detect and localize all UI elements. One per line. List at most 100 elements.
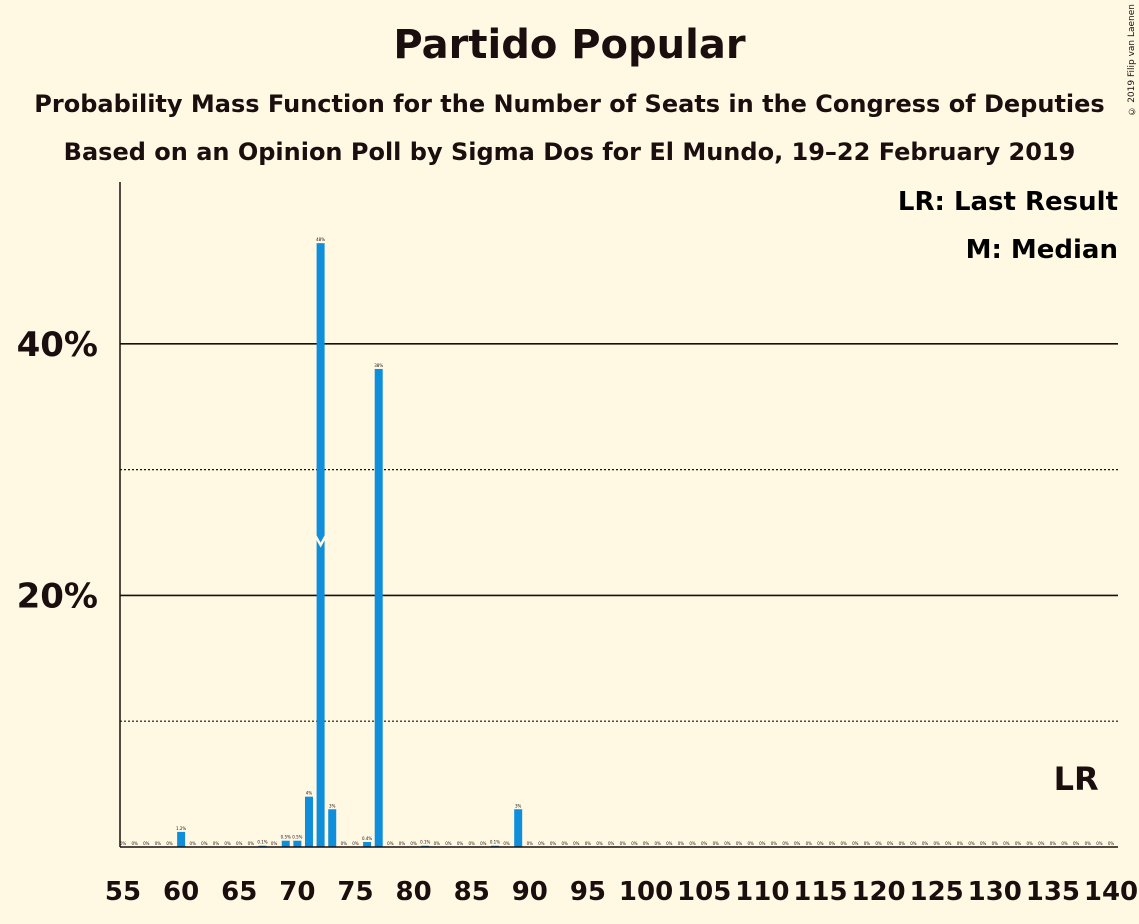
legend-last-result: LR: Last Result <box>898 187 1118 217</box>
data-label: 0% <box>538 841 545 846</box>
data-label: 3% <box>329 803 336 808</box>
data-label: 0% <box>771 841 778 846</box>
data-label: 0% <box>248 841 255 846</box>
data-label: 0% <box>585 841 592 846</box>
bars-group <box>177 243 523 847</box>
data-label: 0% <box>782 841 789 846</box>
x-tick-label: 120 <box>851 877 905 907</box>
data-label: 0% <box>445 841 452 846</box>
data-label: 0% <box>678 841 685 846</box>
x-tick-label: 105 <box>677 877 731 907</box>
data-label: 0% <box>469 841 476 846</box>
data-label: 0% <box>666 841 673 846</box>
data-label: 0% <box>573 841 580 846</box>
y-tick-label: 40% <box>17 325 98 365</box>
data-label: 0% <box>410 841 417 846</box>
data-label: 0% <box>201 841 208 846</box>
data-label: 3% <box>515 803 522 808</box>
data-label: 0% <box>1003 841 1010 846</box>
data-label: 0% <box>155 841 162 846</box>
data-label: 0% <box>829 841 836 846</box>
data-label: 0% <box>131 841 138 846</box>
data-label: 0% <box>899 841 906 846</box>
data-label: 0% <box>875 841 882 846</box>
data-label: 0% <box>457 841 464 846</box>
legend-median: M: Median <box>966 235 1118 265</box>
x-tick-label: 80 <box>395 877 431 907</box>
data-label: 0% <box>1096 841 1103 846</box>
x-tick-label: 135 <box>1026 877 1080 907</box>
data-label: 0% <box>1026 841 1033 846</box>
median-marker <box>314 535 327 548</box>
chart-title: Partido Popular <box>393 22 746 68</box>
data-label: 0% <box>840 841 847 846</box>
data-label: 0% <box>968 841 975 846</box>
data-label: 0% <box>643 841 650 846</box>
x-tick-label: 100 <box>619 877 673 907</box>
x-tick-label: 130 <box>968 877 1022 907</box>
data-label: 0.5% <box>281 835 291 840</box>
data-label: 0% <box>992 841 999 846</box>
data-label: 0% <box>724 841 731 846</box>
grid-lines <box>120 342 1118 722</box>
x-tick-label: 70 <box>279 877 315 907</box>
data-label: 0% <box>933 841 940 846</box>
data-label: 0% <box>817 841 824 846</box>
data-label: 0% <box>503 841 510 846</box>
x-tick-label: 115 <box>793 877 847 907</box>
data-label: 0% <box>910 841 917 846</box>
data-label: 0% <box>236 841 243 846</box>
chart-subtitle-source: Based on an Opinion Poll by Sigma Dos fo… <box>63 138 1076 166</box>
x-tick-label: 55 <box>105 877 141 907</box>
data-label: 0% <box>1050 841 1057 846</box>
bar <box>374 368 383 847</box>
x-tick-label: 60 <box>163 877 199 907</box>
data-label: 0% <box>864 841 871 846</box>
data-label: 0% <box>352 841 359 846</box>
data-label: 0% <box>1061 841 1068 846</box>
data-label: 0% <box>713 841 720 846</box>
x-tick-label: 85 <box>454 877 490 907</box>
data-label: 0% <box>736 841 743 846</box>
bar <box>177 831 186 847</box>
data-label: 0% <box>1085 841 1092 846</box>
data-label: 1.2% <box>176 826 186 831</box>
data-label: 38% <box>374 363 383 368</box>
data-label: 0% <box>608 841 615 846</box>
x-tick-label: 125 <box>910 877 964 907</box>
data-label: 0% <box>655 841 662 846</box>
data-label: 0% <box>190 841 197 846</box>
data-label: 0% <box>631 841 638 846</box>
data-label: 0% <box>945 841 952 846</box>
x-tick-label: 110 <box>735 877 789 907</box>
data-label: 0% <box>887 841 894 846</box>
data-label: 4% <box>306 791 313 796</box>
bar <box>363 841 372 847</box>
data-label: 0% <box>271 841 278 846</box>
data-label: 0% <box>620 841 627 846</box>
data-label: 0.1% <box>420 840 430 845</box>
x-tick-label: 95 <box>570 877 606 907</box>
bar <box>328 809 337 847</box>
data-label: 0.4% <box>362 836 372 841</box>
data-label: 0% <box>759 841 766 846</box>
data-label: 0% <box>806 841 813 846</box>
bar <box>293 840 302 847</box>
data-label: 0.5% <box>292 835 302 840</box>
data-label: 0% <box>341 841 348 846</box>
data-label: 0% <box>747 841 754 846</box>
data-label: 0.1% <box>490 840 500 845</box>
data-label: 0% <box>794 841 801 846</box>
data-label: 0% <box>434 841 441 846</box>
data-label: 0% <box>689 841 696 846</box>
x-tick-label: 90 <box>512 877 548 907</box>
data-label: 0% <box>1038 841 1045 846</box>
y-tick-label: 20% <box>17 576 98 616</box>
last-result-marker: LR <box>1054 760 1099 798</box>
bar <box>281 840 290 847</box>
data-label: 0% <box>701 841 708 846</box>
data-label: 0% <box>120 841 127 846</box>
data-label: 48% <box>316 237 325 242</box>
